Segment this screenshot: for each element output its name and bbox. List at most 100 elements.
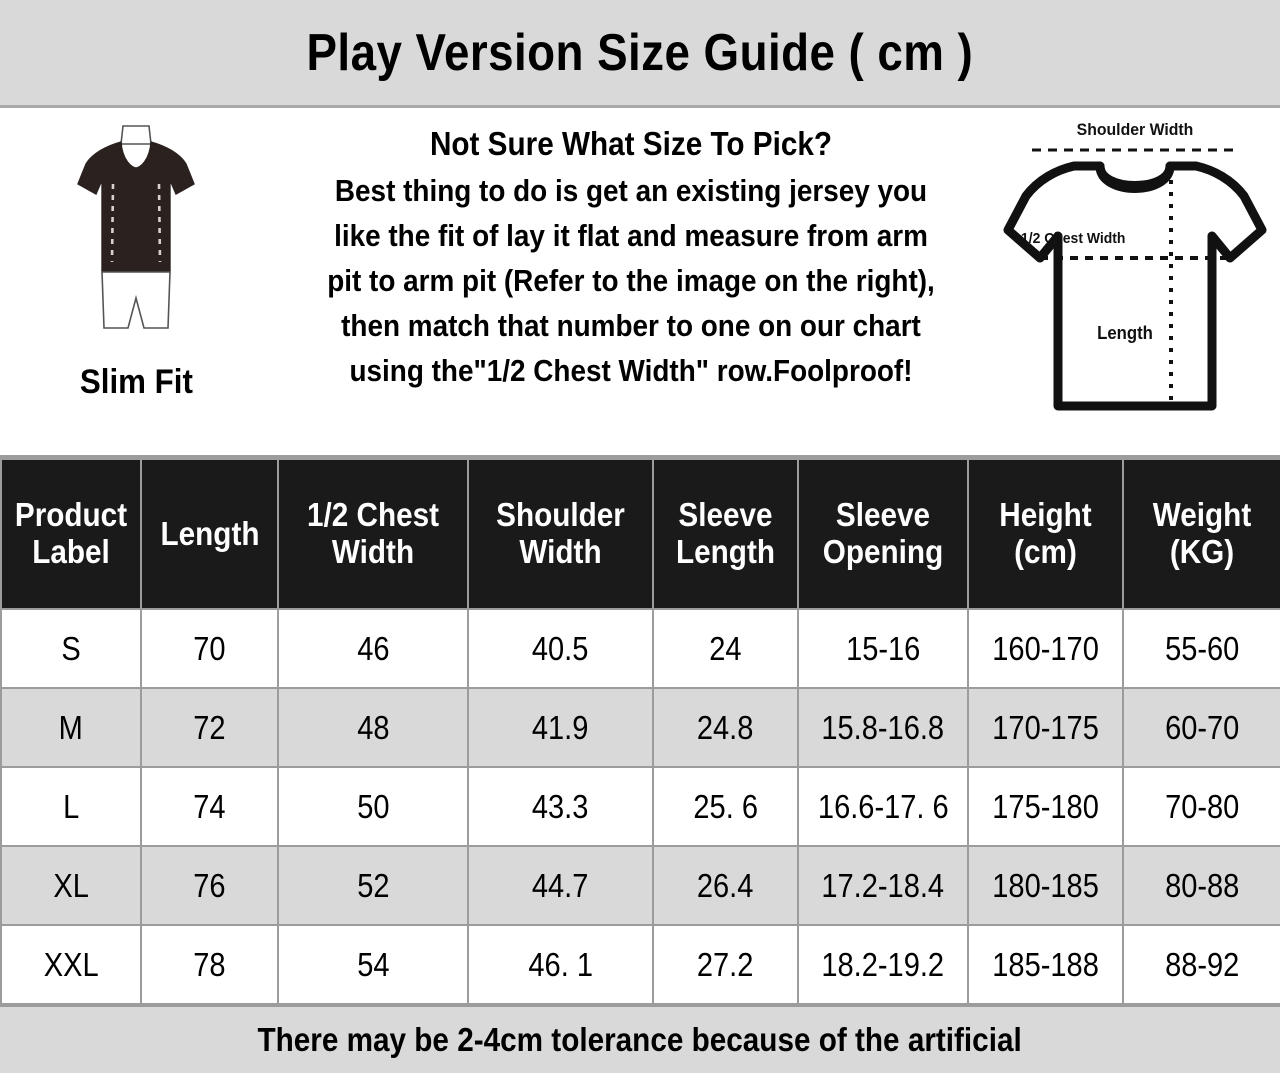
cell-text: S	[61, 629, 81, 667]
table-header-row: Product Label Length 1/2 Chest Width Should…	[0, 458, 1280, 610]
column-header-2: 1/2 Chest Width	[277, 458, 469, 610]
cell-text: XXL	[43, 945, 99, 983]
cell-text: 60-70	[1164, 708, 1240, 746]
cell-value: 88-92	[1122, 924, 1280, 1005]
cell-value: 80-88	[1122, 845, 1280, 926]
cell-product-label: S	[0, 608, 142, 689]
info-band: Slim Fit Not Sure What Size To Pick? Bes…	[0, 108, 1280, 458]
cell-value: 40.5	[467, 608, 654, 689]
cell-text: L	[62, 787, 80, 825]
cell-text: 70-80	[1164, 787, 1240, 825]
cell-text: 76	[193, 866, 226, 904]
cell-product-label: XL	[0, 845, 142, 926]
cell-product-label: XXL	[0, 924, 142, 1005]
cell-text: 72	[193, 708, 226, 746]
cell-text: 24	[709, 629, 742, 667]
diagram-length-label: Length	[1097, 323, 1153, 343]
cell-product-label: L	[0, 766, 142, 847]
cell-value: 52	[277, 845, 469, 926]
cell-text: 70	[193, 629, 226, 667]
cell-value: 175-180	[967, 766, 1124, 847]
diagram-shoulder-width-label: Shoulder Width	[1076, 120, 1194, 139]
cell-text: M	[58, 708, 84, 746]
table-row: M 72 48 41.9 24.8 15.8-16.8 170-175 60-70	[0, 687, 1280, 768]
cell-text: 18.2-19.2	[821, 945, 945, 983]
column-header-3: Shoulder Width	[467, 458, 654, 610]
column-header-label: Height (cm)	[999, 496, 1092, 570]
column-header-label: Sleeve Opening	[822, 496, 944, 570]
cell-value: 46. 1	[467, 924, 654, 1005]
table-row: S 70 46 40.5 24 15-16 160-170 55-60	[0, 608, 1280, 689]
cell-value: 15-16	[797, 608, 969, 689]
cell-text: 78	[193, 945, 226, 983]
cell-value: 72	[140, 687, 279, 768]
cell-value: 170-175	[967, 687, 1124, 768]
cell-value: 78	[140, 924, 279, 1005]
cell-value: 50	[277, 766, 469, 847]
cell-text: 25. 6	[693, 787, 758, 825]
cell-text: 80-88	[1164, 866, 1240, 904]
column-header-label: Weight (KG)	[1152, 496, 1252, 570]
cell-text: 55-60	[1164, 629, 1240, 667]
cell-value: 26.4	[652, 845, 799, 926]
column-header-1: Length	[140, 458, 279, 610]
column-header-label: 1/2 Chest Width	[306, 496, 440, 570]
size-chart-table: Product Label Length 1/2 Chest Width Should…	[0, 458, 1280, 1005]
cell-text: 17.2-18.4	[821, 866, 945, 904]
title-band: Play Version Size Guide ( cm )	[0, 0, 1280, 108]
fit-label: Slim Fit	[79, 363, 193, 401]
cell-value: 55-60	[1122, 608, 1280, 689]
cell-value: 44.7	[467, 845, 654, 926]
slim-fit-jersey-figure-icon	[77, 125, 195, 329]
cell-value: 25. 6	[652, 766, 799, 847]
cell-text: 27.2	[697, 945, 754, 983]
cell-value: 160-170	[967, 608, 1124, 689]
cell-value: 54	[277, 924, 469, 1005]
diagram-block: Shoulder Width 1/2 Chest Width Length	[990, 108, 1280, 428]
cell-text: 185-188	[992, 945, 1099, 983]
cell-value: 46	[277, 608, 469, 689]
cell-value: 70	[140, 608, 279, 689]
cell-text: 52	[356, 866, 390, 904]
cell-value: 60-70	[1122, 687, 1280, 768]
column-header-7: Weight (KG)	[1122, 458, 1280, 610]
cell-value: 185-188	[967, 924, 1124, 1005]
cell-text: 41.9	[532, 708, 589, 746]
cell-text: 170-175	[992, 708, 1099, 746]
cell-text: 24.8	[697, 708, 754, 746]
cell-text: 40.5	[532, 629, 589, 667]
column-header-4: Sleeve Length	[652, 458, 799, 610]
cell-product-label: M	[0, 687, 142, 768]
table-body: S 70 46 40.5 24 15-16 160-170 55-60 M 72 48 41.9 24.…	[0, 608, 1280, 1005]
cell-text: 15-16	[845, 629, 921, 667]
page-title: Play Version Size Guide ( cm )	[306, 23, 974, 82]
cell-text: 43.3	[532, 787, 589, 825]
cell-value: 16.6-17. 6	[797, 766, 969, 847]
info-text-block: Not Sure What Size To Pick? Best thing t…	[272, 108, 990, 394]
tshirt-measurement-diagram-icon	[1003, 148, 1267, 411]
cell-value: 41.9	[467, 687, 654, 768]
cell-value: 70-80	[1122, 766, 1280, 847]
table-row: XL 76 52 44.7 26.4 17.2-18.4 180-185 80-88	[0, 845, 1280, 926]
cell-text: 15.8-16.8	[821, 708, 945, 746]
column-header-label: Sleeve Length	[676, 496, 775, 570]
cell-text: 26.4	[697, 866, 754, 904]
note-band: There may be 2-4cm tolerance because of …	[0, 1005, 1280, 1073]
cell-text: 50	[356, 787, 390, 825]
column-header-label: Shoulder Width	[496, 496, 625, 570]
cell-text: 88-92	[1164, 945, 1240, 983]
cell-value: 24.8	[652, 687, 799, 768]
table-row: XXL 78 54 46. 1 27.2 18.2-19.2 185-188 88-92	[0, 924, 1280, 1005]
cell-value: 74	[140, 766, 279, 847]
cell-text: 46	[356, 629, 390, 667]
cell-value: 17.2-18.4	[797, 845, 969, 926]
cell-text: 180-185	[992, 866, 1099, 904]
column-header-6: Height (cm)	[967, 458, 1124, 610]
tolerance-note: There may be 2-4cm tolerance because of …	[257, 1021, 1023, 1058]
cell-text: 48	[356, 708, 390, 746]
cell-value: 48	[277, 687, 469, 768]
cell-value: 43.3	[467, 766, 654, 847]
cell-value: 18.2-19.2	[797, 924, 969, 1005]
cell-text: 74	[193, 787, 226, 825]
